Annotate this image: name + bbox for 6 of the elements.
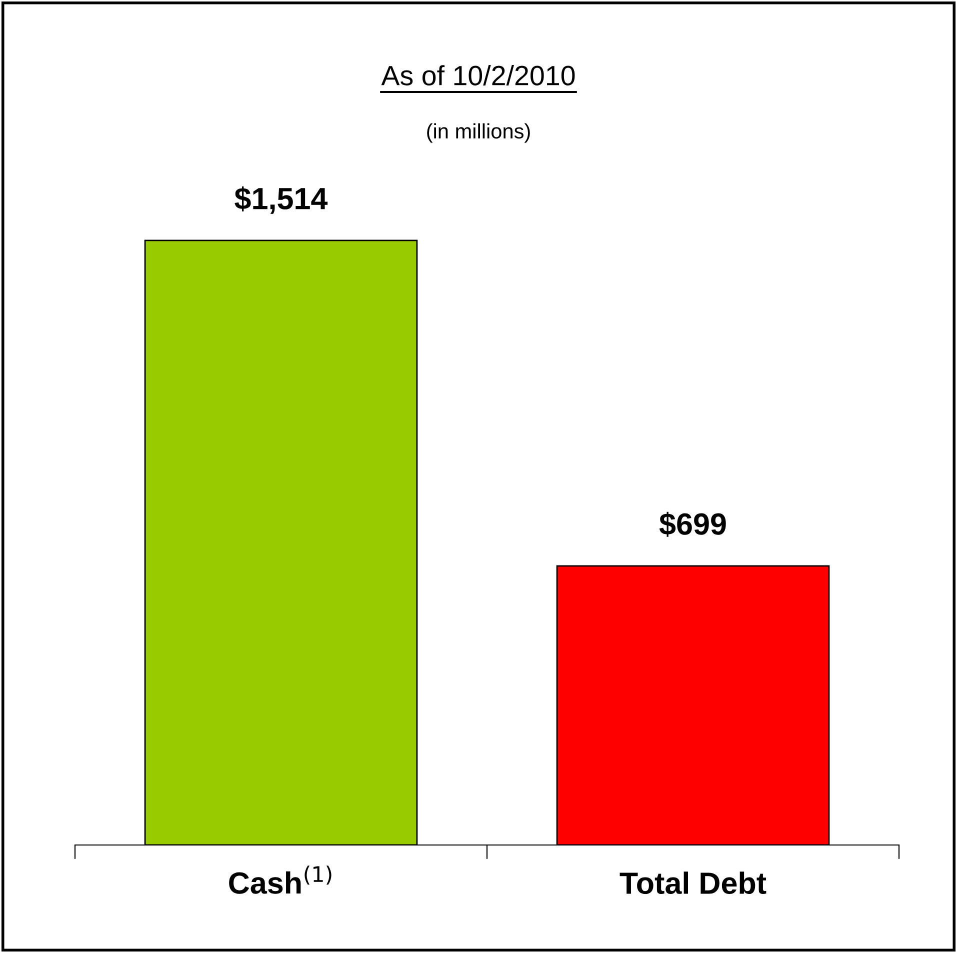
data-label: $699 <box>659 512 726 537</box>
x-tick-label: Cash$^{(1)}$ <box>229 866 332 894</box>
chart-title: As of 10/2/2010 <box>381 65 575 86</box>
data-label: $1,514 <box>234 186 328 214</box>
x-tick-label: Total Debt <box>620 872 766 894</box>
chart-subtitle: (in millions) <box>427 123 530 143</box>
